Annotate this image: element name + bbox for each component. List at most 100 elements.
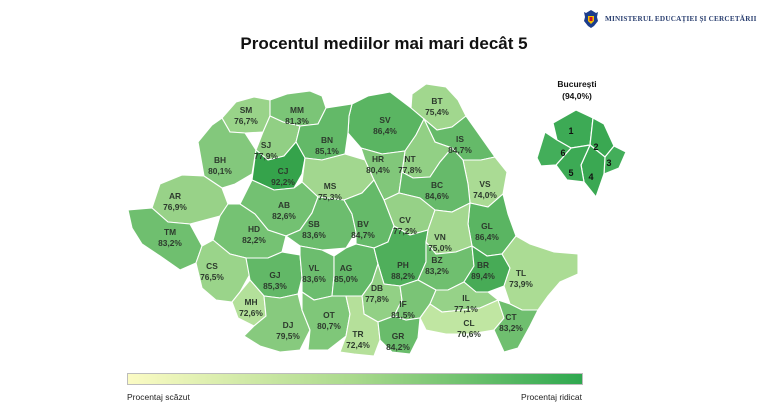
county-code-label: AR <box>169 191 181 201</box>
county-code-label: BH <box>214 155 226 165</box>
county-code-label: GR <box>392 331 405 341</box>
county-value-label: 83,6% <box>302 274 326 284</box>
county-gr[interactable] <box>377 315 421 355</box>
county-code-label: AG <box>340 263 353 273</box>
county-code-label: SB <box>308 219 320 229</box>
county-value-label: 80,7% <box>317 321 341 331</box>
county-value-label: 82,6% <box>272 211 296 221</box>
county-code-label: CV <box>399 215 411 225</box>
sector-label: 4 <box>588 172 593 182</box>
sector-label: 3 <box>606 158 611 168</box>
county-value-label: 83,6% <box>302 230 326 240</box>
county-code-label: VL <box>309 263 320 273</box>
county-value-label: 77,8% <box>365 294 389 304</box>
county-value-label: 80,1% <box>208 166 232 176</box>
sector-label: 2 <box>593 142 598 152</box>
county-value-label: 81,5% <box>391 310 415 320</box>
county-code-label: PH <box>397 260 409 270</box>
county-code-label: HR <box>372 154 384 164</box>
sector-label: 5 <box>568 168 573 178</box>
county-labels: SM76,7%MM81,3%BT75,4%SV86,4%SJ77,9%BN85,… <box>158 96 533 352</box>
county-regions <box>127 83 579 357</box>
county-code-label: BZ <box>431 255 442 265</box>
county-code-label: CS <box>206 261 218 271</box>
county-tl[interactable] <box>501 235 579 311</box>
county-value-label: 83,2% <box>425 266 449 276</box>
map-title: Procentul mediilor mai mari decât 5 <box>240 34 528 53</box>
county-value-label: 70,6% <box>457 329 481 339</box>
county-code-label: IF <box>399 299 406 309</box>
county-value-label: 79,5% <box>276 331 300 341</box>
county-code-label: MS <box>324 181 337 191</box>
county-value-label: 88,2% <box>391 271 415 281</box>
county-value-label: 84,6% <box>425 191 449 201</box>
county-value-label: 84,7% <box>351 230 375 240</box>
county-code-label: BN <box>321 135 333 145</box>
county-ct[interactable] <box>493 299 539 353</box>
county-value-label: 75,3% <box>318 192 342 202</box>
county-value-label: 82,2% <box>242 235 266 245</box>
county-value-label: 85,1% <box>315 146 339 156</box>
county-vl[interactable] <box>299 245 335 301</box>
county-value-label: 76,7% <box>234 116 258 126</box>
county-value-label: 83,2% <box>158 238 182 248</box>
county-value-label: 72,4% <box>346 340 370 350</box>
romanian-coat-of-arms-icon <box>584 10 598 28</box>
county-code-label: IL <box>462 293 469 303</box>
ministry-name: MINISTERUL EDUCAȚIEI ȘI CERCETĂRII <box>605 15 757 23</box>
county-code-label: HD <box>248 224 260 234</box>
county-value-label: 89,4% <box>471 271 495 281</box>
legend-gradient-bar <box>127 373 583 385</box>
bucharest-inset: București (94,0%) 1 2 3 4 5 6 <box>536 79 627 199</box>
county-value-label: 77,2% <box>393 226 417 236</box>
county-code-label: VN <box>434 232 446 242</box>
county-value-label: 77,8% <box>398 165 422 175</box>
county-value-label: 85,3% <box>263 281 287 291</box>
county-code-label: GL <box>481 221 493 231</box>
county-value-label: 75,0% <box>428 243 452 253</box>
county-value-label: 73,9% <box>509 279 533 289</box>
county-value-label: 75,4% <box>425 107 449 117</box>
county-value-label: 83,2% <box>499 323 523 333</box>
county-value-label: 76,9% <box>163 202 187 212</box>
county-code-label: MH <box>244 297 257 307</box>
county-value-label: 80,4% <box>366 165 390 175</box>
county-code-label: CL <box>463 318 474 328</box>
county-value-label: 76,5% <box>200 272 224 282</box>
county-value-label: 81,3% <box>285 116 309 126</box>
county-value-label: 74,0% <box>473 190 497 200</box>
bucharest-name: București <box>557 79 596 89</box>
county-code-label: TM <box>164 227 176 237</box>
county-code-label: CJ <box>278 166 289 176</box>
county-code-label: NT <box>404 154 416 164</box>
county-code-label: VS <box>479 179 491 189</box>
legend-high-label: Procentaj ridicat <box>521 392 582 402</box>
county-value-label: 77,9% <box>254 151 278 161</box>
bucharest-sector-6[interactable] <box>536 131 572 167</box>
county-code-label: AB <box>278 200 290 210</box>
county-value-label: 84,2% <box>386 342 410 352</box>
county-value-label: 84,7% <box>448 145 472 155</box>
county-value-label: 85,0% <box>334 274 358 284</box>
county-code-label: TR <box>352 329 363 339</box>
county-code-label: IS <box>456 134 464 144</box>
county-code-label: BV <box>357 219 369 229</box>
county-code-label: BT <box>431 96 443 106</box>
county-code-label: MM <box>290 105 304 115</box>
sector-label: 1 <box>568 126 573 136</box>
county-code-label: DB <box>371 283 383 293</box>
sector-label: 6 <box>560 148 565 158</box>
county-value-label: 86,4% <box>373 126 397 136</box>
county-code-label: CT <box>505 312 517 322</box>
county-code-label: BC <box>431 180 443 190</box>
county-code-label: SJ <box>261 140 272 150</box>
county-value-label: 77,1% <box>454 304 478 314</box>
county-code-label: DJ <box>283 320 294 330</box>
county-value-label: 72,6% <box>239 308 263 318</box>
county-br[interactable] <box>463 244 511 293</box>
ministry-logo: MINISTERUL EDUCAȚIEI ȘI CERCETĂRII <box>582 8 764 30</box>
county-value-label: 86,4% <box>475 232 499 242</box>
county-sm[interactable] <box>221 96 271 134</box>
county-code-label: SM <box>240 105 253 115</box>
county-code-label: TL <box>516 268 526 278</box>
